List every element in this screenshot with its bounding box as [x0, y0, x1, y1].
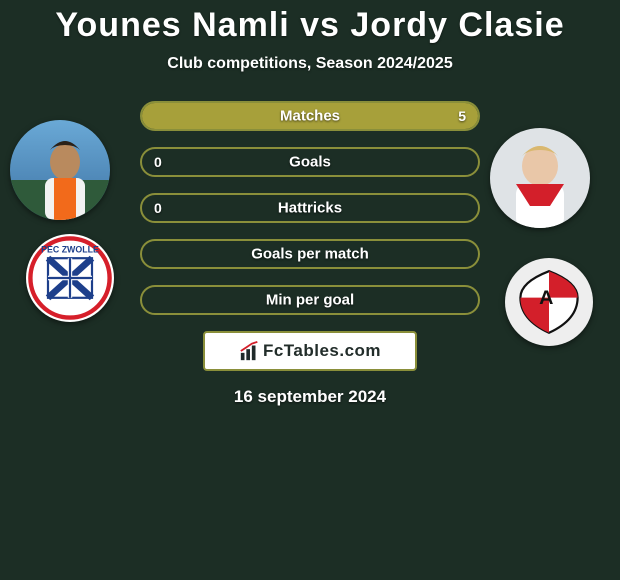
stat-value-left: 0	[154, 154, 162, 170]
stat-row: Matches5	[140, 101, 480, 131]
chart-icon	[239, 340, 261, 362]
stat-value-left: 0	[154, 200, 162, 216]
stat-row: Goals per match	[140, 239, 480, 269]
stat-label: Goals per match	[142, 246, 478, 263]
stat-value-right: 5	[458, 108, 466, 124]
site-logo[interactable]: FcTables.com	[203, 331, 417, 371]
stat-row: Min per goal	[140, 285, 480, 315]
stat-label: Goals	[142, 154, 478, 171]
site-logo-text: FcTables.com	[263, 341, 381, 361]
date-label: 16 september 2024	[0, 387, 620, 407]
stat-label: Hattricks	[142, 200, 478, 217]
page-subtitle: Club competitions, Season 2024/2025	[0, 55, 620, 73]
stat-fill-right	[142, 103, 478, 129]
page-title: Younes Namli vs Jordy Clasie	[0, 0, 620, 45]
stat-row: Goals0	[140, 147, 480, 177]
stat-row: Hattricks0	[140, 193, 480, 223]
stat-label: Min per goal	[142, 292, 478, 309]
stats-container: Matches5Goals0Hattricks0Goals per matchM…	[140, 101, 480, 315]
